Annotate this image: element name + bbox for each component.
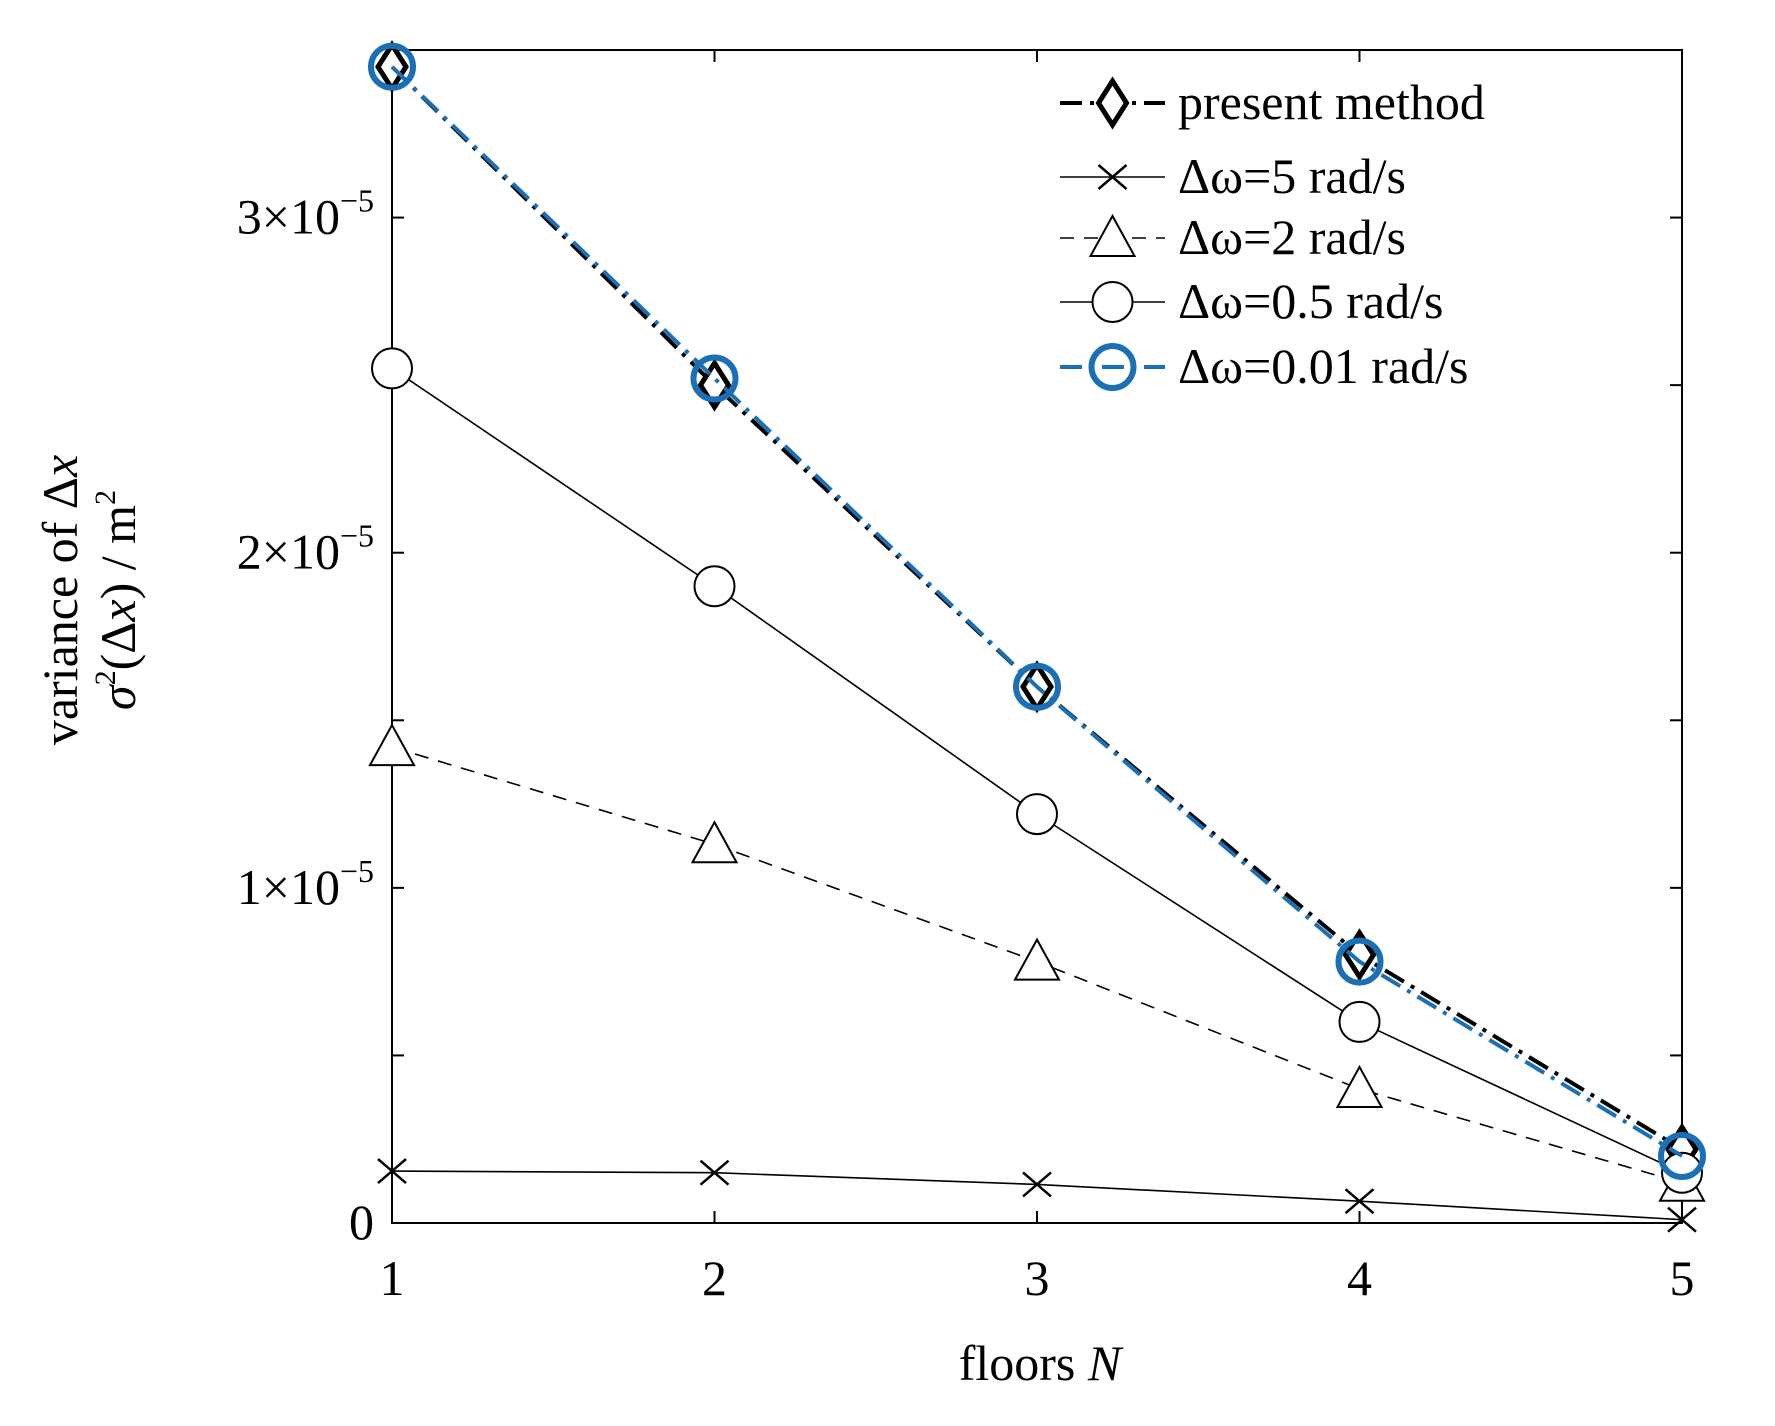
data-point <box>371 347 413 390</box>
legend-label: Δω=0.01 rad/s <box>1178 338 1468 394</box>
data-point <box>1667 1206 1697 1233</box>
y-axis-label-sup2: 2 <box>89 490 122 505</box>
data-point <box>693 565 736 608</box>
bold-circle-marker-shape <box>368 42 416 91</box>
bold-circle-marker-shape <box>690 354 739 403</box>
circle-marker-shape <box>1091 281 1134 323</box>
data-point <box>690 820 739 864</box>
legend-label: Δω=2 rad/s <box>1178 209 1406 265</box>
legend-marker <box>1091 281 1134 323</box>
y-tick-label: 0 <box>349 1194 374 1250</box>
circle-marker-shape <box>1338 1000 1381 1043</box>
y-axis-label-sup: 2 <box>89 670 122 685</box>
x-axis-label-text: floors <box>959 1335 1076 1391</box>
data-point <box>1016 793 1058 836</box>
y-axis-label-rest: ) / m <box>90 505 146 600</box>
legend-label: Δω=0.5 rad/s <box>1178 273 1443 329</box>
y-axis-label-line2: σ2(Δx) / m2 <box>89 490 146 710</box>
data-point <box>1335 937 1384 986</box>
data-point <box>1661 1151 1703 1194</box>
x-tick-label: 5 <box>1670 1250 1695 1306</box>
data-point <box>1013 937 1061 981</box>
data-point <box>699 1159 730 1186</box>
x-tick-label: 2 <box>702 1250 727 1306</box>
x-marker-stroke <box>1022 1171 1052 1198</box>
data-point <box>368 42 416 91</box>
x-marker-stroke <box>1344 1188 1375 1215</box>
legend-entry-4: Δω=0.5 rad/s <box>1060 273 1443 329</box>
x-axis-label-var: N <box>1087 1335 1124 1391</box>
circle-marker-shape <box>1016 793 1058 836</box>
legend-marker <box>1097 164 1128 190</box>
triangle-marker-shape <box>1088 213 1137 257</box>
legend-entry-1: present method <box>1060 74 1485 130</box>
x-tick-label: 3 <box>1025 1250 1050 1306</box>
x-tick-label: 1 <box>380 1250 405 1306</box>
data-point <box>1022 1171 1052 1198</box>
legend-marker <box>1088 343 1137 391</box>
circle-marker-shape <box>1661 1151 1703 1194</box>
y-tick-label: 3×10−5 <box>237 183 374 245</box>
circle-marker-shape <box>693 565 736 608</box>
legend-label: present method <box>1178 74 1485 130</box>
x-tick-label: 4 <box>1347 1250 1372 1306</box>
data-point <box>690 354 739 403</box>
y-axis-label-sigma: σ <box>90 683 146 710</box>
legend-entry-5: Δω=0.01 rad/s <box>1060 338 1468 394</box>
y-tick-label: 1×10−5 <box>237 853 374 915</box>
data-point <box>1658 1131 1706 1180</box>
series-layer <box>368 40 1706 1233</box>
y-tick-label: 2×10−5 <box>237 518 374 580</box>
legend-marker <box>1095 76 1130 130</box>
y-axis-label-line1: variance of Δx <box>32 455 88 745</box>
legend-entry-3: Δω=2 rad/s <box>1060 209 1406 265</box>
triangle-marker-shape <box>690 820 739 864</box>
bold-circle-marker-shape <box>1658 1131 1706 1180</box>
data-point <box>1338 1000 1381 1043</box>
y-axis-label-paren: (Δ <box>90 622 146 671</box>
x-marker-stroke <box>699 1159 730 1186</box>
ticks: 1 2 3 4 5 0 1×10−5 2×10−5 3×10−5 <box>237 50 1695 1306</box>
bold-circle-marker-shape <box>1088 343 1137 391</box>
triangle-marker-shape <box>1335 1064 1384 1108</box>
circle-marker-shape <box>371 347 413 390</box>
series-5 <box>368 42 1706 1180</box>
data-point <box>368 723 416 767</box>
diamond-marker-shape <box>1095 76 1130 130</box>
bold-circle-marker-shape <box>1335 937 1384 986</box>
y-axis-label-var: x <box>90 599 146 622</box>
x-marker-stroke <box>1667 1206 1697 1233</box>
bold-circle-marker-shape <box>1013 662 1061 711</box>
x-marker-stroke <box>1097 164 1128 190</box>
y-axis-label-line1-var: x <box>32 455 88 478</box>
triangle-marker-shape <box>1013 937 1061 981</box>
legend-marker <box>1088 213 1137 257</box>
triangle-marker-shape <box>368 723 416 767</box>
series-line <box>390 65 1684 1158</box>
series-4 <box>371 347 1703 1194</box>
x-axis-label: floors N <box>959 1335 1124 1391</box>
data-point <box>1344 1188 1375 1215</box>
data-point <box>1335 1064 1384 1108</box>
series-2 <box>377 1158 1697 1233</box>
legend: present method Δω=5 rad/sΔω=2 rad/s Δω=0.5… <box>1060 74 1485 394</box>
data-point <box>1013 662 1061 711</box>
legend-entry-2: Δω=5 rad/s <box>1060 148 1406 204</box>
y-axis-label-line1-text: variance of Δ <box>32 477 88 745</box>
data-point <box>377 1158 407 1185</box>
legend-label: Δω=5 rad/s <box>1178 148 1406 204</box>
x-marker-stroke <box>377 1158 407 1185</box>
